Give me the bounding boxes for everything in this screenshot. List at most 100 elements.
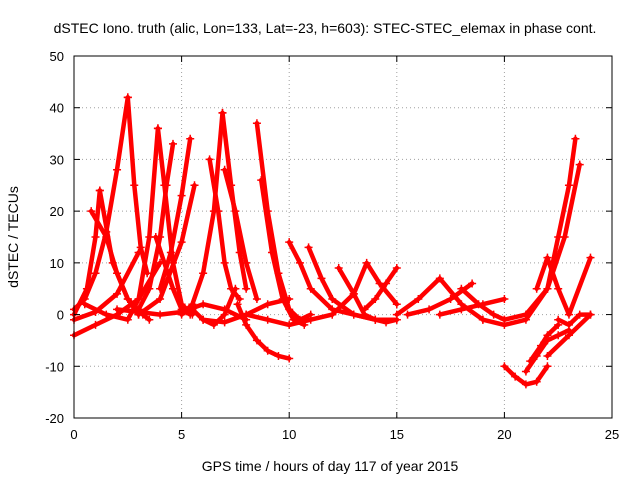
x-tick-label: 0 bbox=[70, 427, 77, 442]
data-point-marker bbox=[168, 284, 177, 293]
data-point-marker bbox=[371, 295, 380, 304]
y-axis-label: dSTEC / TECUs bbox=[5, 186, 21, 288]
data-point-marker bbox=[102, 233, 111, 241]
y-tick-label: 30 bbox=[50, 152, 64, 167]
data-point-marker bbox=[349, 289, 358, 298]
x-tick-label: 25 bbox=[605, 427, 619, 442]
data-point-marker bbox=[511, 372, 520, 381]
data-point-marker bbox=[382, 318, 391, 327]
data-point-marker bbox=[362, 258, 371, 267]
data-point-marker bbox=[199, 315, 208, 324]
data-point-marker bbox=[435, 310, 444, 319]
data-point-marker bbox=[360, 305, 369, 314]
data-point-marker bbox=[306, 284, 315, 293]
data-point-marker bbox=[186, 134, 195, 143]
data-point-marker bbox=[554, 331, 563, 340]
data-point-marker bbox=[177, 310, 186, 319]
data-point-marker bbox=[521, 380, 530, 389]
data-point-marker bbox=[285, 238, 294, 247]
data-point-marker bbox=[435, 274, 444, 283]
x-tick-label: 20 bbox=[497, 427, 511, 442]
data-point-marker bbox=[220, 165, 229, 174]
data-point-marker bbox=[153, 124, 162, 133]
data-point-marker bbox=[233, 300, 242, 309]
data-point-marker bbox=[263, 315, 272, 324]
data-point-marker bbox=[209, 207, 218, 216]
data-point-marker bbox=[392, 264, 401, 273]
data-point-marker bbox=[392, 310, 401, 319]
data-point-marker bbox=[218, 108, 227, 117]
data-point-marker bbox=[134, 248, 143, 257]
data-point-marker bbox=[177, 238, 186, 247]
data-point-marker bbox=[526, 357, 535, 366]
data-point-marker bbox=[564, 181, 573, 190]
y-tick-label: 40 bbox=[50, 101, 64, 116]
data-point-marker bbox=[82, 284, 91, 293]
x-tick-label: 5 bbox=[178, 427, 185, 442]
x-axis-label: GPS time / hours of day 117 of year 2015 bbox=[202, 458, 459, 474]
data-point-marker bbox=[263, 300, 272, 309]
y-tick-label: 0 bbox=[57, 308, 64, 323]
series-group bbox=[70, 93, 595, 389]
data-point-marker bbox=[543, 253, 552, 262]
data-point-marker bbox=[532, 284, 541, 293]
series-line-20 bbox=[254, 120, 313, 322]
data-point-marker bbox=[564, 331, 573, 340]
data-point-marker bbox=[532, 377, 541, 386]
data-point-marker bbox=[554, 284, 563, 293]
data-point-marker bbox=[80, 300, 89, 309]
data-point-marker bbox=[267, 248, 276, 257]
data-point-marker bbox=[252, 119, 261, 128]
data-point-marker bbox=[252, 336, 261, 345]
x-tick-label: 10 bbox=[282, 427, 296, 442]
data-point-marker bbox=[123, 315, 132, 324]
data-point-marker bbox=[235, 295, 244, 304]
data-point-marker bbox=[130, 181, 139, 190]
data-point-marker bbox=[328, 310, 337, 319]
data-point-marker bbox=[575, 310, 584, 319]
plot-frame bbox=[73, 55, 613, 419]
data-point-marker bbox=[156, 310, 165, 319]
data-point-marker bbox=[242, 258, 251, 267]
data-point-marker bbox=[586, 310, 595, 319]
series-line-28 bbox=[362, 265, 400, 312]
data-point-marker bbox=[274, 351, 283, 360]
axis-ticks: 0 5 10 15 20 25 -20 -10 0 10 20 30 40 50 bbox=[45, 49, 619, 442]
grid bbox=[74, 56, 612, 418]
data-point-marker bbox=[278, 295, 287, 304]
data-point-marker bbox=[392, 300, 401, 309]
data-point-marker bbox=[317, 274, 326, 283]
data-point-marker bbox=[543, 351, 552, 360]
data-point-marker bbox=[168, 139, 177, 148]
data-point-marker bbox=[306, 315, 315, 324]
data-point-marker bbox=[295, 258, 304, 267]
data-point-marker bbox=[304, 243, 313, 252]
data-point-marker bbox=[263, 346, 272, 355]
series-line-31 bbox=[459, 286, 507, 322]
x-tick-label: 15 bbox=[390, 427, 404, 442]
data-point-marker bbox=[231, 207, 240, 216]
data-point-marker bbox=[91, 233, 100, 241]
data-point-marker bbox=[543, 284, 552, 293]
data-point-marker bbox=[188, 305, 197, 314]
data-point-marker bbox=[457, 305, 466, 314]
data-point-marker bbox=[166, 248, 175, 257]
data-point-marker bbox=[134, 307, 143, 316]
data-point-marker bbox=[123, 295, 132, 304]
data-point-marker bbox=[145, 284, 154, 293]
data-point-marker bbox=[134, 295, 143, 304]
data-point-marker bbox=[257, 176, 266, 185]
data-point-marker bbox=[457, 284, 466, 293]
data-point-marker bbox=[560, 233, 569, 241]
data-point-marker bbox=[199, 300, 208, 309]
series-line-17 bbox=[222, 167, 260, 302]
data-point-marker bbox=[521, 310, 530, 319]
series-line-39 bbox=[534, 255, 593, 317]
data-point-marker bbox=[95, 186, 104, 195]
data-point-marker bbox=[328, 295, 337, 304]
data-point-marker bbox=[220, 310, 229, 319]
data-point-marker bbox=[521, 367, 530, 376]
y-tick-label: 50 bbox=[50, 49, 64, 64]
data-point-marker bbox=[285, 320, 294, 329]
